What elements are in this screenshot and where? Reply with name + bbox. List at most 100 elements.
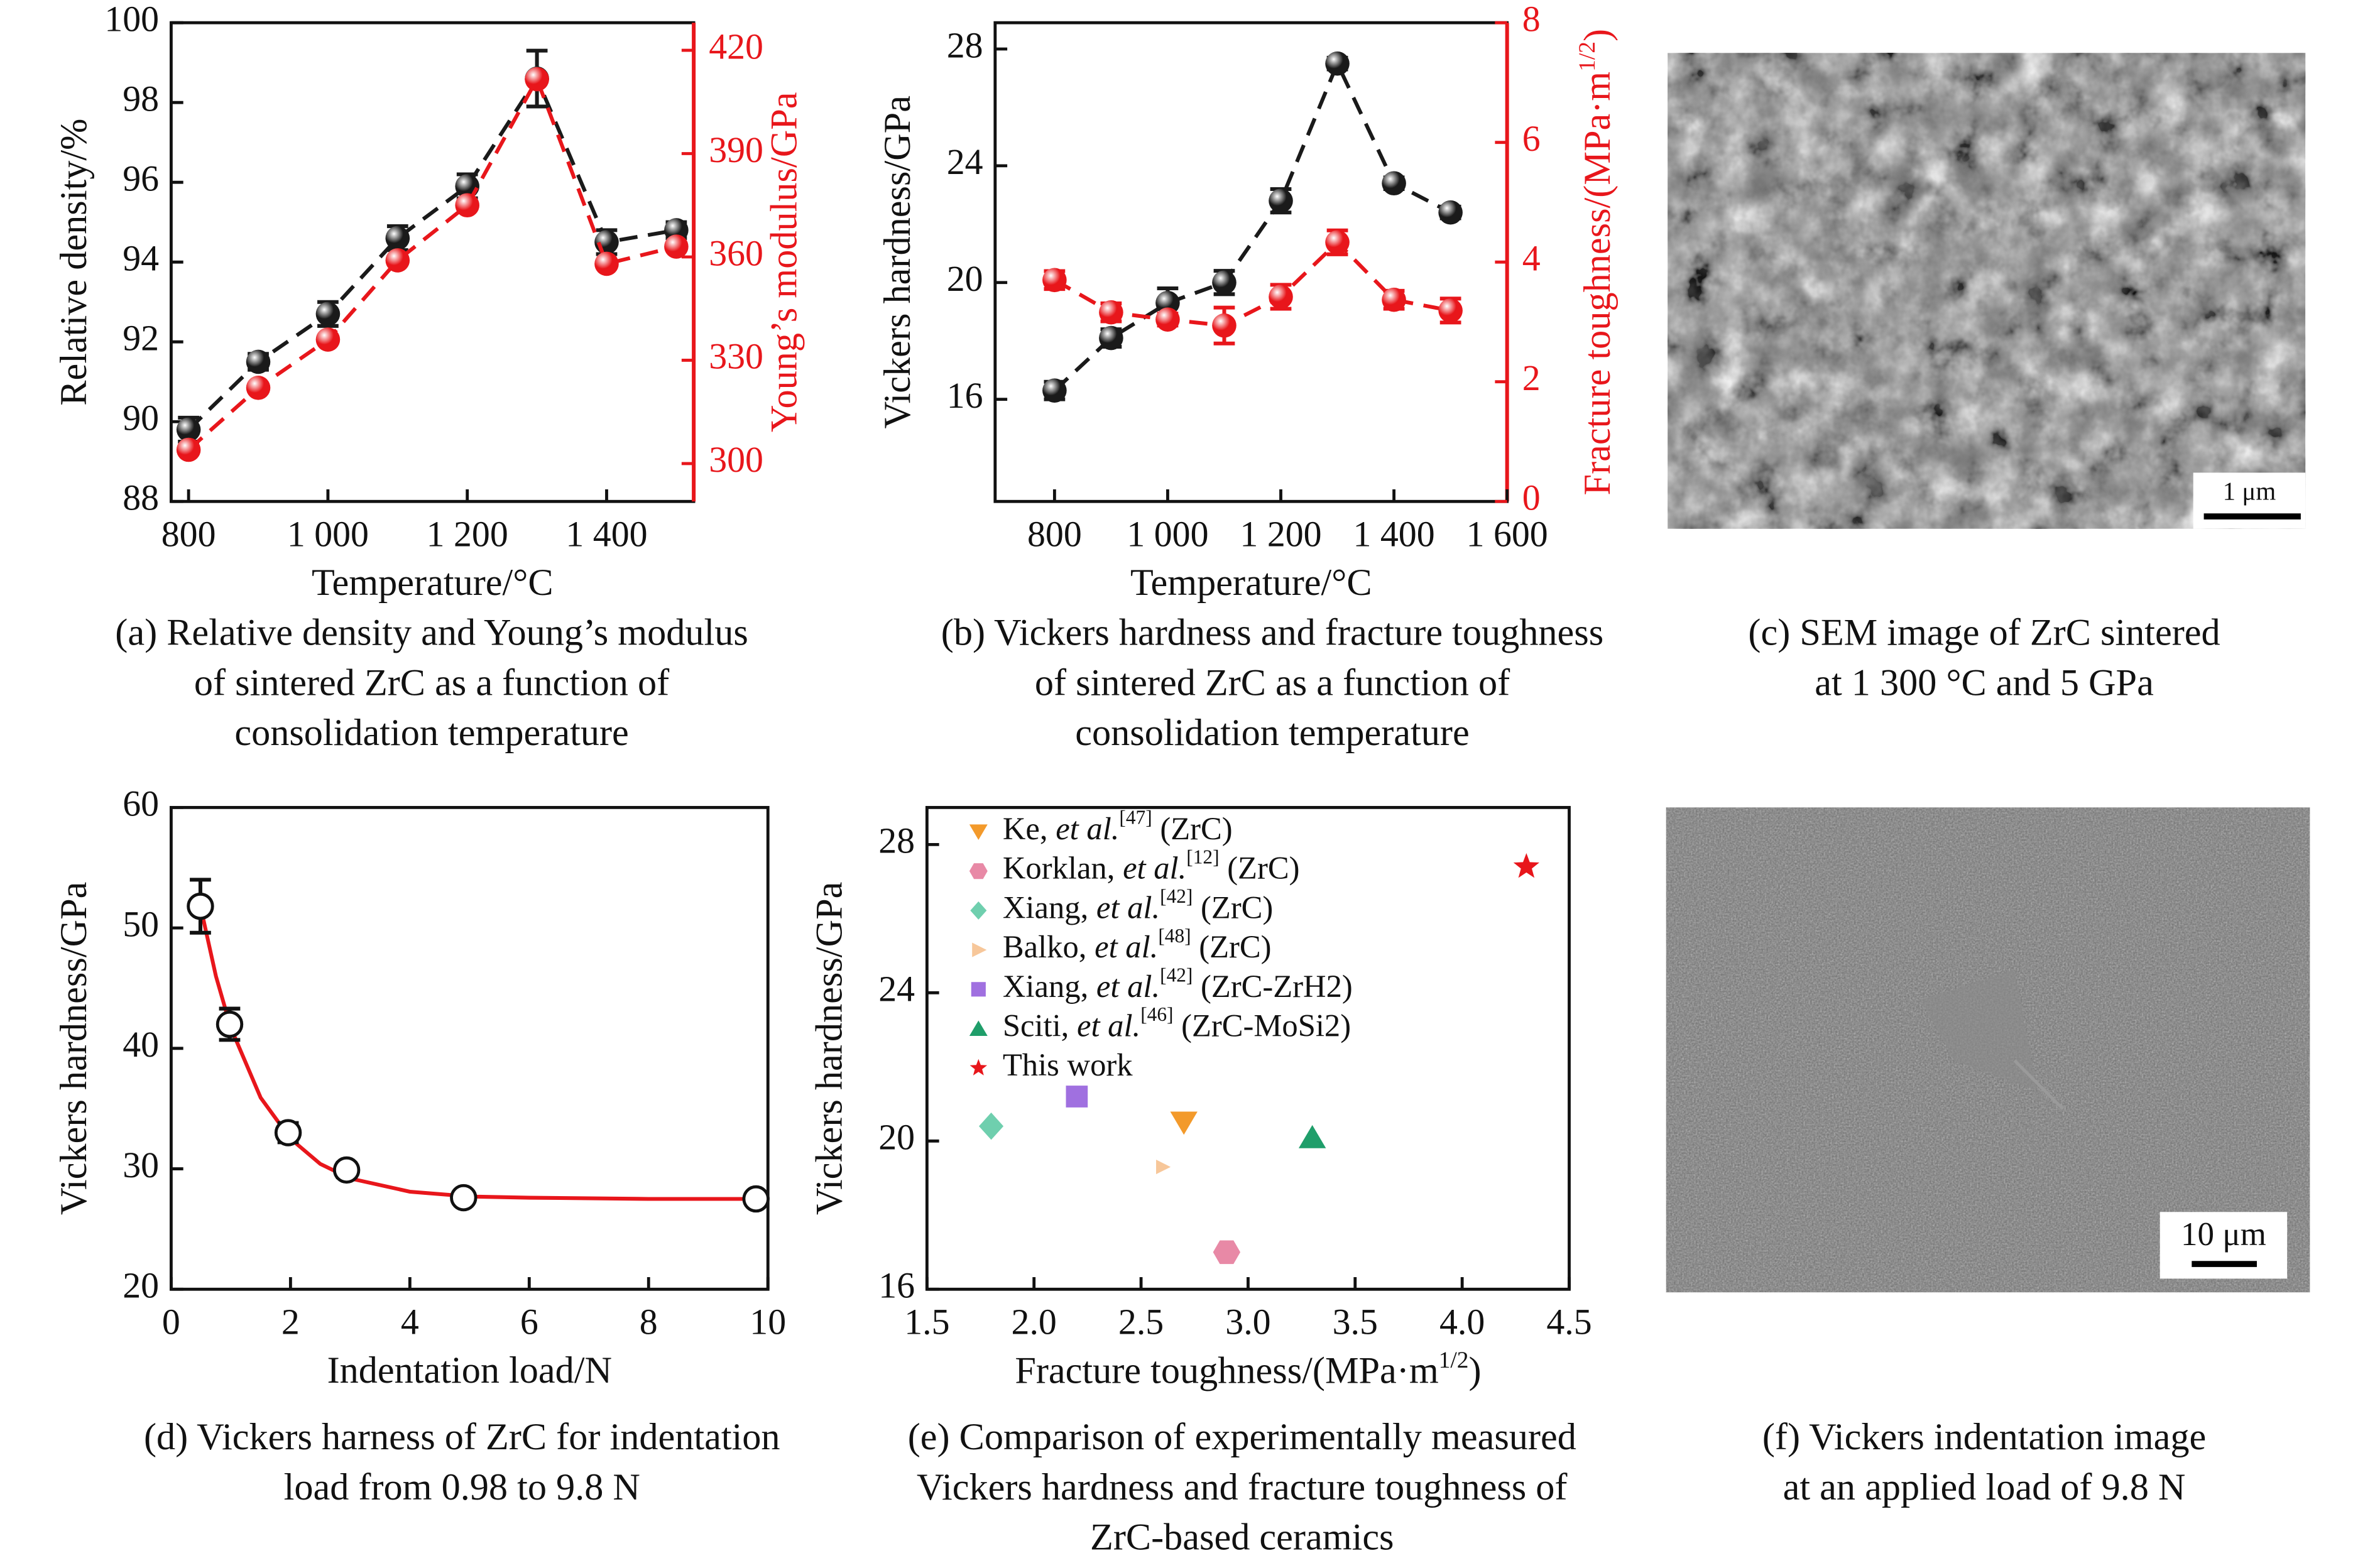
y-tick-label: 50 bbox=[123, 903, 159, 944]
caption: (c) SEM image of ZrC sintered bbox=[1748, 612, 2220, 654]
text-part: Korklan, bbox=[1003, 850, 1123, 885]
legend-label: Xiang, et al.[42] (ZrC-ZrH2) bbox=[1003, 964, 1353, 1004]
x-tick-label: 10 bbox=[750, 1301, 786, 1342]
caption: (a) Relative density and Young’s modulus bbox=[115, 612, 748, 654]
marker bbox=[1298, 1124, 1326, 1148]
legend-marker bbox=[969, 824, 988, 840]
y-tick-label: 30 bbox=[123, 1145, 159, 1185]
x-tick-label: 4 bbox=[401, 1301, 419, 1342]
marker bbox=[1513, 853, 1539, 878]
x-axis-label: Fracture toughness/(MPa·m1/2) bbox=[1015, 1348, 1481, 1392]
legend-marker bbox=[971, 982, 986, 997]
marker bbox=[742, 1185, 770, 1213]
text-part: [47] bbox=[1119, 807, 1152, 829]
y-axis-label: Vickers hardness/GPa bbox=[53, 882, 95, 1215]
text-part: ) bbox=[1576, 29, 1619, 41]
y-tick-label: 100 bbox=[104, 0, 159, 39]
y-tick-label: 24 bbox=[878, 969, 915, 1010]
caption: ZrC-based ceramics bbox=[1090, 1516, 1394, 1558]
marker bbox=[246, 376, 271, 400]
x-tick-label: 0 bbox=[162, 1301, 180, 1342]
crack bbox=[2013, 1059, 2065, 1110]
scale-label: 10 μm bbox=[2181, 1216, 2266, 1253]
text-part: [46] bbox=[1140, 1003, 1173, 1025]
text-part: et al. bbox=[1095, 929, 1158, 964]
y-tick-label: 94 bbox=[123, 237, 159, 278]
marker bbox=[216, 1010, 244, 1038]
marker bbox=[664, 234, 689, 259]
y2-tick-label: 420 bbox=[709, 26, 763, 67]
text-part: (ZrC) bbox=[1191, 929, 1272, 964]
marker bbox=[1269, 188, 1293, 213]
y-tick-label: 90 bbox=[123, 398, 159, 438]
marker bbox=[332, 1156, 361, 1184]
text-part: et al. bbox=[1096, 968, 1160, 1003]
text-part: Xiang, bbox=[1003, 968, 1096, 1003]
text-part: Balko, bbox=[1003, 929, 1095, 964]
legend-marker bbox=[969, 863, 988, 879]
text-part: (ZrC) bbox=[1193, 890, 1273, 925]
marker bbox=[385, 226, 410, 251]
marker bbox=[1213, 1240, 1241, 1265]
series-line bbox=[187, 74, 677, 432]
plot-frame bbox=[170, 805, 770, 1291]
y2-tick-label: 2 bbox=[1522, 357, 1541, 398]
caption: at an applied load of 9.8 N bbox=[1783, 1466, 2186, 1508]
y2-tick-label: 8 bbox=[1522, 0, 1541, 39]
marker bbox=[594, 251, 619, 276]
text-part: [42] bbox=[1160, 885, 1193, 907]
text-part: Xiang, bbox=[1003, 890, 1096, 925]
text-part: (ZrC) bbox=[1220, 850, 1300, 885]
x-tick-label: 2.5 bbox=[1118, 1301, 1164, 1342]
y2-tick-label: 4 bbox=[1522, 237, 1541, 278]
marker bbox=[385, 248, 410, 273]
caption: consolidation temperature bbox=[234, 712, 628, 754]
y-tick-label: 24 bbox=[947, 141, 983, 182]
scale-box bbox=[2159, 1212, 2288, 1279]
y-tick-label: 16 bbox=[947, 375, 983, 416]
marker bbox=[176, 417, 201, 442]
x-tick-label: 1 000 bbox=[1127, 513, 1208, 554]
text-part: Fracture toughness/(MPa·m bbox=[1576, 72, 1619, 496]
legend-label: Ke, et al.[47] (ZrC) bbox=[1003, 807, 1233, 846]
marker bbox=[1155, 307, 1180, 332]
x-axis-label: Indentation load/N bbox=[327, 1349, 612, 1391]
scale-label: 1 μm bbox=[2223, 477, 2276, 506]
y2-tick-label: 300 bbox=[709, 439, 763, 480]
marker bbox=[1042, 378, 1067, 403]
y-tick-label: 96 bbox=[123, 158, 159, 199]
caption: (b) Vickers hardness and fracture toughn… bbox=[941, 612, 1603, 654]
y-axis-label: Vickers hardness/GPa bbox=[809, 882, 851, 1215]
marker bbox=[1099, 300, 1123, 325]
x-axis-label: Temperature/°C bbox=[1130, 562, 1372, 604]
x-tick-label: 1 600 bbox=[1466, 513, 1548, 554]
y-tick-label: 28 bbox=[947, 24, 983, 65]
caption: at 1 300 °C and 5 GPa bbox=[1815, 662, 2154, 704]
fit-curve bbox=[199, 908, 756, 1201]
text-part: (ZrC-ZrH2) bbox=[1193, 968, 1352, 1003]
marker bbox=[450, 1184, 478, 1212]
marker bbox=[1066, 1086, 1088, 1108]
text-part: et al. bbox=[1056, 811, 1119, 846]
x-tick-label: 800 bbox=[161, 513, 216, 554]
text-part: [12] bbox=[1186, 846, 1219, 868]
y-tick-label: 40 bbox=[123, 1024, 159, 1065]
text-part: Fracture toughness/(MPa·m bbox=[1015, 1349, 1438, 1391]
y-tick-label: 92 bbox=[123, 317, 159, 358]
marker bbox=[1382, 171, 1406, 196]
text-part: ) bbox=[1468, 1349, 1481, 1391]
marker bbox=[187, 892, 214, 920]
marker bbox=[1325, 230, 1350, 255]
caption: of sintered ZrC as a function of bbox=[194, 662, 670, 704]
legend-label: Sciti, et al.[46] (ZrC-MoSi2) bbox=[1003, 1003, 1351, 1043]
marker bbox=[1269, 285, 1293, 309]
marker bbox=[1155, 290, 1180, 315]
text-part: (ZrC-MoSi2) bbox=[1173, 1008, 1351, 1043]
text-part: Ke, bbox=[1003, 811, 1056, 846]
marker bbox=[1170, 1111, 1198, 1135]
y2-axis-label: Fracture toughness/(MPa·m1/2) bbox=[1574, 29, 1619, 495]
caption: (f) Vickers indentation image bbox=[1762, 1416, 2206, 1458]
marker bbox=[274, 1119, 302, 1146]
marker bbox=[1212, 313, 1237, 338]
x-tick-label: 4.5 bbox=[1546, 1301, 1592, 1342]
